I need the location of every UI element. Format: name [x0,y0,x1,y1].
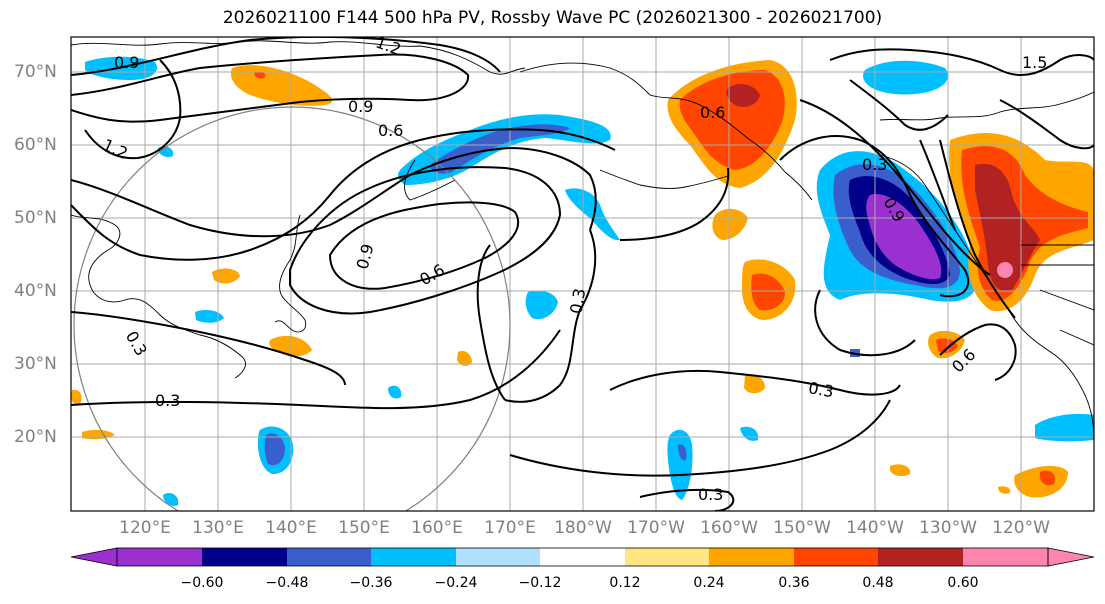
contour-label: 0.3 [155,391,180,410]
lat-label-20n: 20°N [14,427,57,447]
lon-label-120e: 120°E [119,518,171,538]
colorbar-swatch [709,548,794,566]
colorbar-extend-low [70,547,118,567]
lon-label-150w: 150°W [773,518,831,538]
colorbar-swatch [371,548,456,566]
colorbar-swatch [963,548,1048,566]
colorbar-tick-label: −0.36 [349,575,393,591]
lon-label-170w: 170°W [627,518,685,538]
colorbar-swatch [540,548,625,566]
map-title: 2026021100 F144 500 hPa PV, Rossby Wave … [222,8,883,28]
lat-label-70n: 70°N [14,62,57,82]
colorbar-tick-label: −0.60 [180,575,224,591]
contour-label: 0.3 [807,378,835,401]
colorbar-swatch [202,548,287,566]
lat-label-40n: 40°N [14,281,57,301]
colorbar [70,547,1095,567]
colorbar-outline [116,547,1049,567]
colorbar-tick-label: 0.24 [693,575,725,591]
colorbar-tick-label: 0.12 [609,575,641,591]
lon-label-140w: 140°W [846,518,904,538]
colorbar-extend-high [1047,547,1095,567]
colorbar-tick-label: −0.24 [434,575,478,591]
map-frame [70,36,1095,512]
lon-label-160e: 160°E [411,518,463,538]
great-circle-ring [73,106,511,511]
lat-label-50n: 50°N [14,208,57,228]
colorbar-swatch [878,548,963,566]
colorbar-swatch [794,548,878,566]
lon-label-160w: 160°W [700,518,758,538]
contour-label: 0.9 [348,97,373,116]
colorbar-swatch [625,548,709,566]
lon-label-180w: 180°W [554,518,612,538]
lon-label-130w: 130°W [919,518,977,538]
contour-label: 0.6 [700,103,725,122]
colorbar-swatch [456,548,540,566]
colorbar-swatch [117,548,202,566]
contour-label: 0.3 [698,485,723,504]
contour-label: 0.3 [566,287,589,315]
contour-label: 1.5 [1022,53,1047,72]
colorbar-tick-label: 0.48 [862,575,894,591]
lon-label-130e: 130°E [192,518,244,538]
contour-label: 0.6 [378,121,403,140]
lon-label-120w: 120°W [992,518,1050,538]
lon-label-150e: 150°E [338,518,390,538]
contour-label: 0.3 [862,155,887,174]
contour-label: 0.9 [114,53,139,72]
pv-contours [71,37,1094,511]
colorbar-swatch [287,548,371,566]
colorbar-tick-label: −0.48 [265,575,309,591]
lat-label-60n: 60°N [14,135,57,155]
lat-label-30n: 30°N [14,354,57,374]
colorbar-tick-label: 0.36 [778,575,810,591]
lon-label-140e: 140°E [265,518,317,538]
lon-label-170e: 170°E [484,518,536,538]
colorbar-tick-label: 0.60 [947,575,979,591]
colorbar-tick-label: −0.12 [518,575,562,591]
